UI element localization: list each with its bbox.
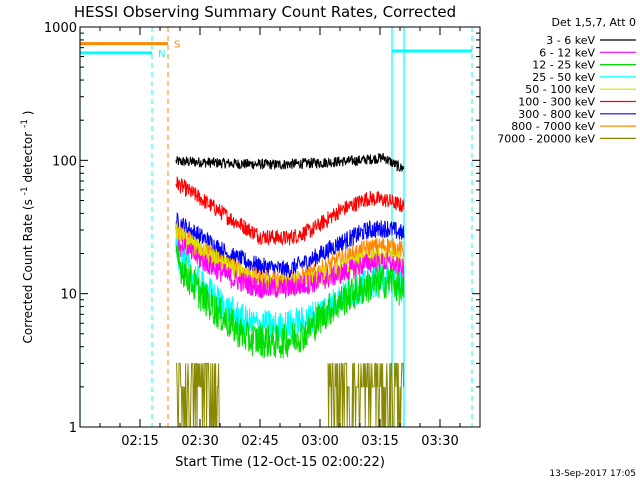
- x-tick-label-0300: 03:00: [301, 434, 338, 449]
- y-axis-ticks: 1 10 100 1000: [44, 21, 480, 436]
- y-tick-label-10: 10: [60, 288, 77, 303]
- y-axis-label-sup: -1: [20, 186, 30, 195]
- legend-label-50-100-kev: 50 - 100 keV: [525, 83, 595, 96]
- series-100-300-kev: [175, 176, 405, 247]
- x-tick-label-0230: 02:30: [181, 434, 218, 449]
- flag-label-n: N: [158, 49, 165, 60]
- y-axis-label: Corrected Count Rate (s -1 detector -1 ): [16, 111, 35, 344]
- legend-label-7000-20000-kev: 7000 - 20000 keV: [497, 132, 595, 145]
- legend-label-3-6-kev: 3 - 6 keV: [546, 34, 595, 47]
- footer-timestamp: 13-Sep-2017 17:05: [549, 469, 636, 479]
- x-tick-label-0245: 02:45: [241, 434, 278, 449]
- series-12-25-kev: [175, 245, 405, 359]
- y-axis-label-sup2: -1: [20, 119, 30, 128]
- chart-title: HESSI Observing Summary Count Rates, Cor…: [74, 3, 456, 21]
- y-axis-label-mid: detector: [21, 132, 35, 183]
- legend-label-6-12-kev: 6 - 12 keV: [539, 46, 595, 59]
- legend-label-800-7000-kev: 800 - 7000 keV: [511, 120, 595, 133]
- series-6-12-kev: [175, 238, 405, 299]
- x-tick-label-0215: 02:15: [121, 434, 158, 449]
- series-3-6-kev: [175, 152, 405, 173]
- y-tick-label-1: 1: [69, 421, 77, 436]
- y-tick-label-100: 100: [52, 154, 77, 169]
- x-axis-label: Start Time (12-Oct-15 02:00:22): [175, 455, 385, 470]
- series-300-800-kev: [175, 212, 405, 279]
- legend-label-25-50-kev: 25 - 50 keV: [532, 71, 595, 84]
- legend-label-100-300-kev: 100 - 300 keV: [518, 96, 595, 109]
- legend-header: Det 1,5,7, Att 0: [552, 16, 636, 29]
- flag-label-s: S: [174, 40, 180, 51]
- series-7000-20000-kev-segment-1: [176, 362, 220, 428]
- x-tick-label-0330: 03:30: [421, 434, 458, 449]
- y-tick-label-1000: 1000: [44, 21, 77, 36]
- x-tick-label-0315: 03:15: [361, 434, 398, 449]
- x-axis-ticks: 02:15 02:30 02:45 03:00 03:15 03:30: [79, 27, 481, 449]
- legend-label-12-25-kev: 12 - 25 keV: [532, 59, 595, 72]
- plot-area: SN: [79, 27, 473, 428]
- y-axis-label-start: Corrected Count Rate (s: [21, 199, 35, 343]
- series-7000-20000-kev-segment-2: [327, 362, 405, 428]
- y-axis-label-end: ): [21, 111, 35, 116]
- legend-label-300-800-kev: 300 - 800 keV: [518, 108, 595, 121]
